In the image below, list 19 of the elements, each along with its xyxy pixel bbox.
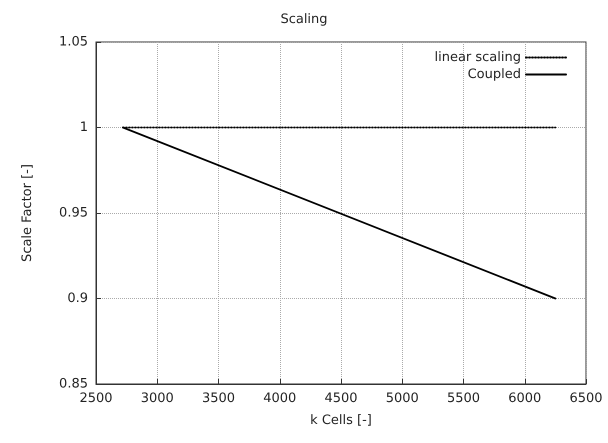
x-tick-label: 3500 (202, 391, 236, 406)
legend-label: Coupled (468, 67, 521, 82)
y-tick-label: 1 (80, 120, 88, 135)
x-axis-title: k Cells [-] (310, 413, 372, 428)
y-tick-label: 0.95 (59, 206, 88, 220)
x-tick-label: 6000 (508, 391, 542, 406)
x-tick-label: 3000 (140, 391, 174, 406)
x-tick-label: 6500 (569, 391, 603, 406)
x-tick-label: 2500 (79, 391, 113, 406)
y-tick-label: 0.9 (67, 291, 88, 306)
x-tick-label: 4000 (263, 391, 296, 406)
y-tick-label: 0.85 (59, 376, 88, 392)
x-tick-label: 5500 (446, 391, 480, 406)
x-tick-label: 5000 (386, 391, 419, 406)
y-axis-title: Scale Factor [-] (20, 164, 35, 262)
x-tick-label: 4500 (324, 391, 358, 406)
y-tick-label: 1.05 (59, 34, 88, 50)
legend-label: linear scaling (434, 50, 521, 65)
chart-title: Scaling (280, 12, 328, 27)
